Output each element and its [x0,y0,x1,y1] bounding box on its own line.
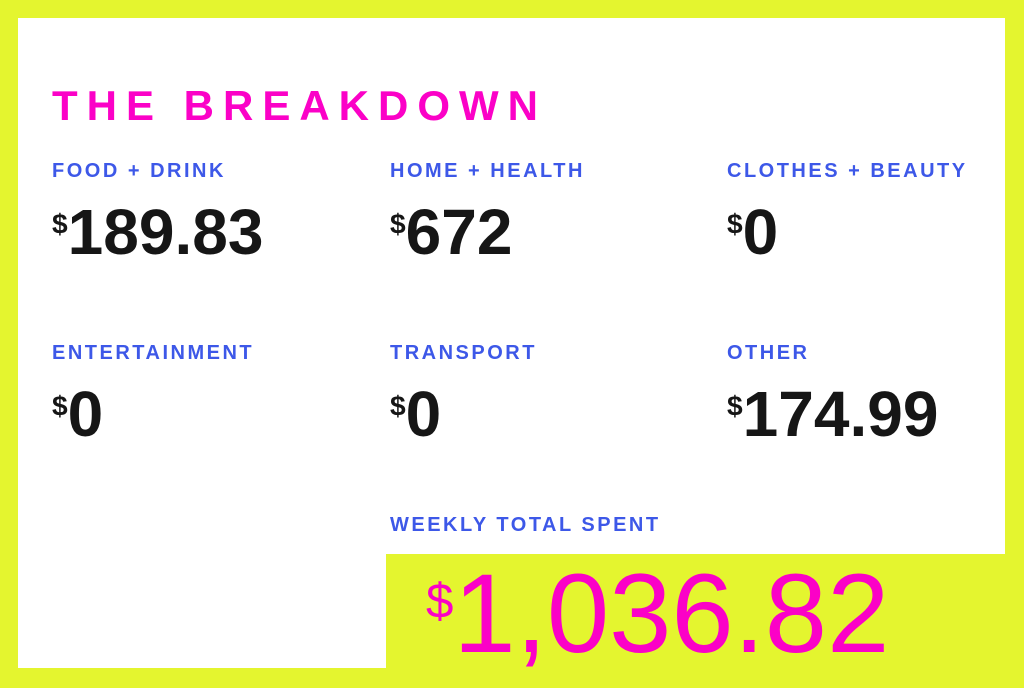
dollar-sign: $ [426,573,454,629]
dollar-sign: $ [390,390,406,422]
category-cell-entertainment: ENTERTAINMENT $0 [52,343,372,446]
category-label: TRANSPORT [390,342,537,364]
category-value: $174.99 [727,382,1024,446]
category-cell-food-drink: FOOD + DRINK $189.83 [52,161,372,264]
dollar-sign: $ [52,390,68,422]
category-cell-home-health: HOME + HEALTH $672 [390,161,710,264]
category-label: ENTERTAINMENT [52,342,255,364]
amount-text: 174.99 [742,378,939,450]
dollar-sign: $ [727,208,743,240]
category-label: CLOTHES + BEAUTY [727,160,968,182]
dollar-sign: $ [390,208,406,240]
category-label: FOOD + DRINK [52,160,226,182]
category-cell-transport: TRANSPORT $0 [390,343,710,446]
amount-text: 0 [742,196,779,268]
category-value: $0 [727,200,1024,264]
page-title: THE BREAKDOWN [52,82,547,130]
weekly-total-value: $1,036.82 [426,558,1024,670]
dollar-sign: $ [727,390,743,422]
category-value: $672 [390,200,710,264]
category-cell-clothes-beauty: CLOTHES + BEAUTY $0 [727,161,1024,264]
amount-text: 189.83 [67,196,264,268]
category-value: $0 [52,382,372,446]
total-amount-text: 1,036.82 [453,551,890,676]
amount-text: 0 [405,378,442,450]
category-cell-other: OTHER $174.99 [727,343,1024,446]
category-label: HOME + HEALTH [390,160,585,182]
category-label: OTHER [727,342,810,364]
amount-text: 672 [405,196,513,268]
category-value: $0 [390,382,710,446]
dollar-sign: $ [52,208,68,240]
weekly-total-highlight-block: $1,036.82 [386,554,1024,688]
amount-text: 0 [67,378,104,450]
weekly-total-label: WEEKLY TOTAL SPENT [390,514,661,536]
category-value: $189.83 [52,200,372,264]
